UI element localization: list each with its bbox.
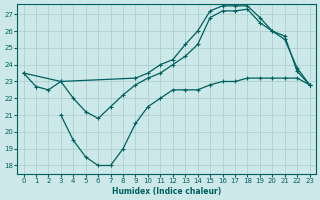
X-axis label: Humidex (Indice chaleur): Humidex (Indice chaleur)	[112, 187, 221, 196]
